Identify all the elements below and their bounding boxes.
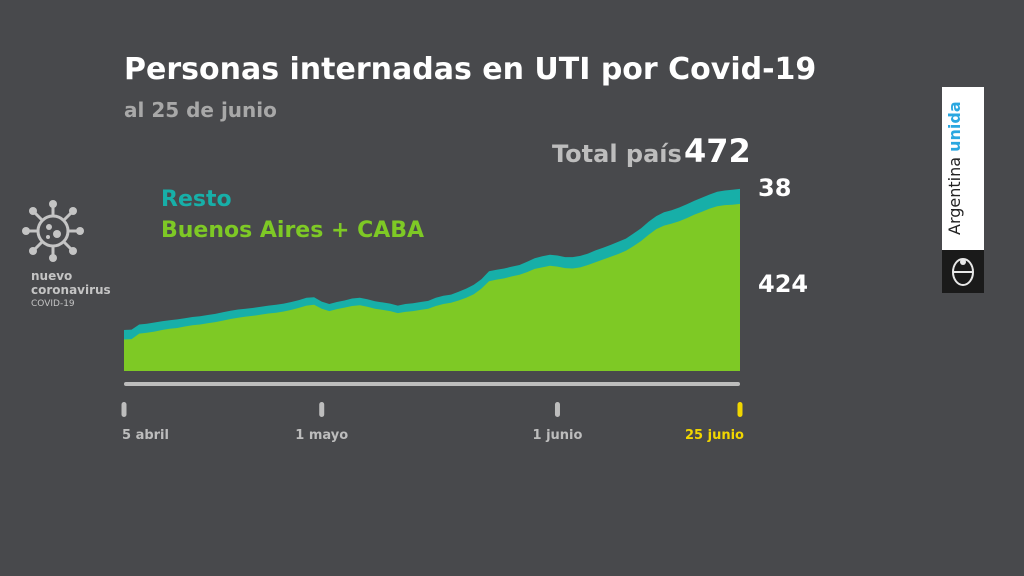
x-tick-label-3: 25 junio bbox=[685, 428, 744, 443]
legend-resto: Resto bbox=[161, 187, 232, 212]
x-axis-line bbox=[124, 382, 740, 386]
logo-line-1: nuevo bbox=[31, 269, 73, 283]
legend-buenos-aires-caba: Buenos Aires + CABA bbox=[161, 218, 425, 243]
chart-subtitle: al 25 de junio bbox=[124, 98, 277, 122]
shield-icon bbox=[952, 258, 974, 286]
brand-text: Argentina unida bbox=[945, 101, 964, 235]
brand-word-1: Argentina bbox=[945, 156, 964, 235]
virus-icon bbox=[22, 200, 84, 262]
logo-line-2: coronavirus bbox=[31, 283, 111, 297]
total-label: Total país bbox=[552, 140, 682, 168]
x-tick-mark-0 bbox=[121, 402, 127, 417]
logo-line-3: COVID-19 bbox=[31, 299, 75, 309]
end-label-resto: 38 bbox=[758, 174, 792, 202]
x-tick-label-0: 5 abril bbox=[122, 428, 169, 443]
end-label-buenos-aires-caba: 424 bbox=[758, 270, 809, 298]
area-buenos-aires-caba bbox=[124, 203, 740, 371]
total-value: 472 bbox=[684, 132, 751, 170]
brand-shield bbox=[942, 250, 984, 293]
virus-logo-text: nuevo coronavirus COVID-19 bbox=[31, 269, 111, 311]
argentina-unida-logo: Argentina unida bbox=[942, 87, 984, 293]
chart-title: Personas internadas en UTI por Covid-19 bbox=[124, 52, 817, 87]
x-tick-mark-3 bbox=[737, 402, 743, 417]
x-tick-label-1: 1 mayo bbox=[295, 428, 348, 443]
brand-word-2: unida bbox=[945, 101, 964, 152]
x-tick-label-2: 1 junio bbox=[533, 428, 583, 443]
x-tick-mark-1 bbox=[319, 402, 325, 417]
x-tick-mark-2 bbox=[554, 402, 560, 417]
